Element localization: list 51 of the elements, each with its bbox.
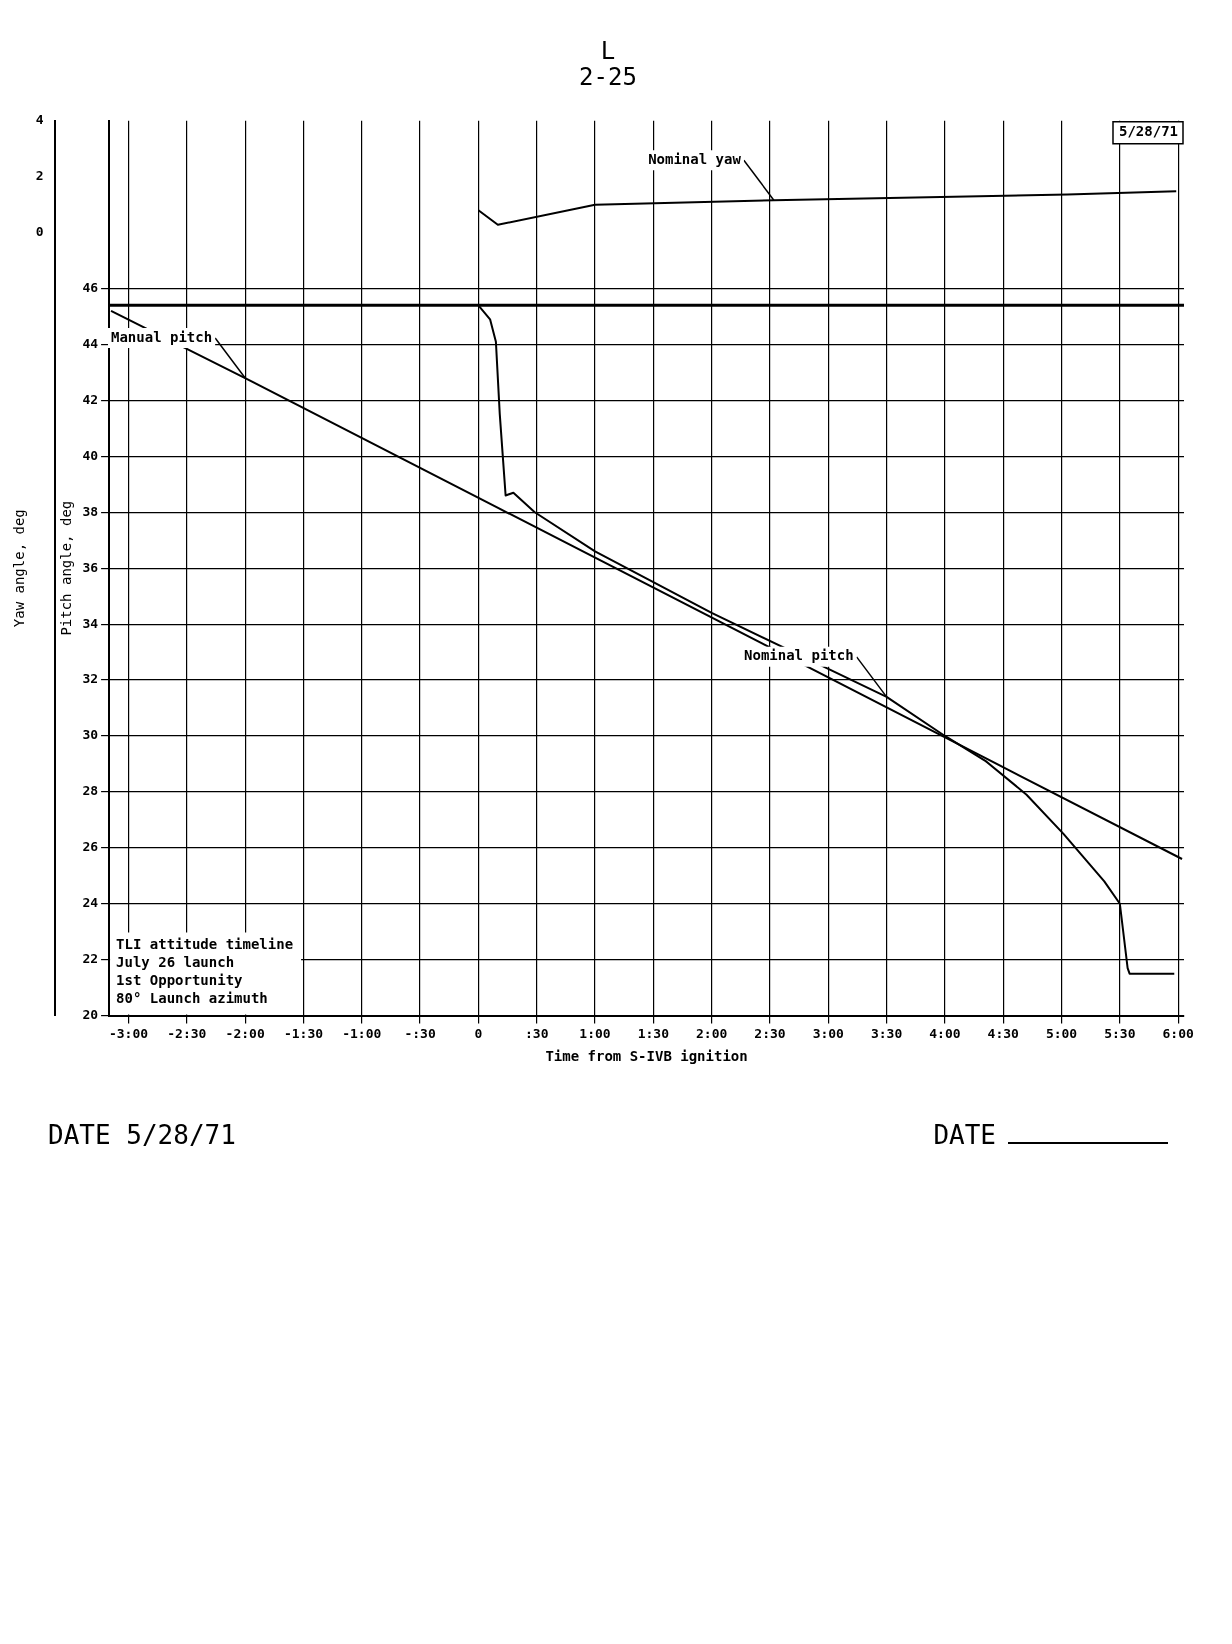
y-tick-label: 30 xyxy=(82,727,99,743)
annotation: July 26 launch xyxy=(116,954,235,971)
y-axis-title: Pitch angle, deg xyxy=(57,500,74,636)
y2-tick-label: 2 xyxy=(35,168,44,184)
y-tick-label: 32 xyxy=(82,671,99,687)
y-tick-label: 24 xyxy=(82,895,99,911)
annotation: 80° Launch azimuth xyxy=(116,990,268,1007)
y2-axis-title: Yaw angle, deg xyxy=(11,509,28,628)
x-tick-label: -2:30 xyxy=(167,1025,207,1041)
series-label: Nominal pitch xyxy=(744,647,854,664)
x-tick-label: 4:00 xyxy=(929,1025,961,1041)
y-tick-label: 34 xyxy=(82,615,99,631)
y-tick-label: 44 xyxy=(82,335,99,351)
x-tick-label: 3:00 xyxy=(812,1025,845,1041)
x-tick-label: -1:00 xyxy=(342,1025,382,1041)
annotation: 1st Opportunity xyxy=(116,972,244,989)
y2-tick-label: 4 xyxy=(35,112,44,128)
y-tick-label: 26 xyxy=(82,839,99,855)
x-tick-label: 5:00 xyxy=(1045,1025,1078,1041)
x-tick-label: -3:00 xyxy=(108,1025,149,1041)
annotation: 5/28/71 xyxy=(1119,123,1179,140)
text: Nominal yaw xyxy=(648,150,742,167)
y-tick-label: 46 xyxy=(82,279,99,295)
x-tick-label: 3:30 xyxy=(870,1025,903,1041)
x-tick-label: 2:30 xyxy=(754,1025,786,1041)
x-tick-label: 0 xyxy=(474,1025,483,1041)
x-tick-label: 1:00 xyxy=(579,1025,611,1041)
y-tick-label: 20 xyxy=(82,1006,99,1022)
y-tick-label: 28 xyxy=(82,783,99,799)
y-tick-label: 40 xyxy=(82,447,99,463)
y-tick-label: 22 xyxy=(82,951,99,967)
x-tick-label: 2:00 xyxy=(696,1025,728,1041)
x-tick-label: 4:30 xyxy=(987,1025,1020,1041)
series-label: Manual pitch xyxy=(110,328,213,345)
y-tick-label: 38 xyxy=(82,503,99,519)
text: L xyxy=(599,37,617,65)
x-tick-label: :30 xyxy=(524,1025,549,1041)
text: 2-25 xyxy=(578,63,638,91)
y2-tick-label: 0 xyxy=(35,224,44,240)
x-tick-label: -1:30 xyxy=(283,1025,324,1041)
x-tick-label: 5:30 xyxy=(1104,1025,1136,1041)
y-tick-label: 36 xyxy=(82,559,99,575)
x-axis-title: Time from S-IVB ignition xyxy=(545,1048,748,1065)
annotation: TLI attitude timeline xyxy=(116,936,294,953)
y-tick-label: 42 xyxy=(82,391,99,407)
x-tick-label: -:30 xyxy=(404,1025,436,1041)
x-tick-label: -2:00 xyxy=(225,1025,265,1041)
text: DATE xyxy=(933,1120,997,1150)
x-tick-label: 6:00 xyxy=(1162,1025,1194,1041)
x-tick-label: 1:30 xyxy=(637,1025,670,1041)
text: DATE 5/28/71 xyxy=(48,1120,236,1150)
